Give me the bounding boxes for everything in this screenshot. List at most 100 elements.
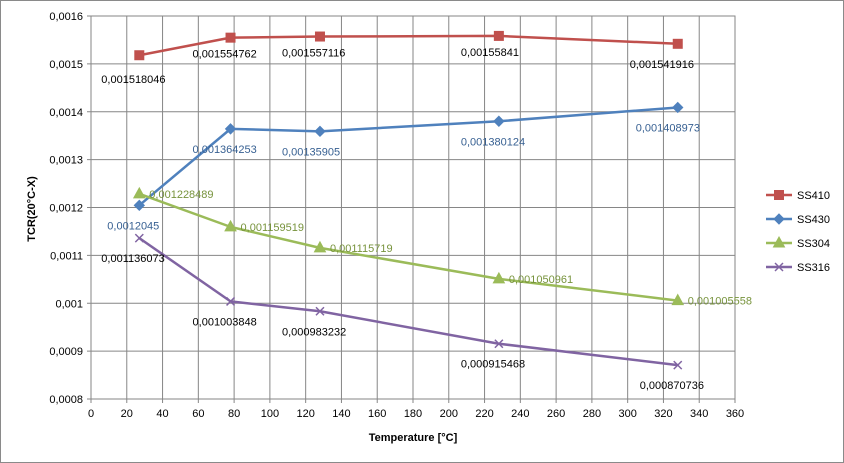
series-markers (132, 30, 685, 370)
plot-area (90, 15, 736, 400)
data-point-ss410 (134, 50, 145, 61)
x-tick-label: 220 (475, 408, 493, 420)
x-tick-label: 40 (156, 408, 168, 420)
x-tick-label: 180 (404, 408, 422, 420)
data-point-ss304 (224, 219, 237, 232)
y-tick-label: 0,0014 (49, 107, 83, 119)
data-point-ss430 (314, 125, 326, 138)
data-label-ss430: 0,0012045 (107, 220, 159, 232)
y-tick-label: 0,001 (55, 298, 83, 310)
x-tick-label: 80 (228, 408, 240, 420)
grid-lines (90, 15, 736, 400)
data-label-ss304: 0,001005558 (688, 296, 752, 308)
marker-stroke (494, 339, 504, 349)
data-point-ss316 (673, 360, 683, 370)
legend-label: SS430 (797, 214, 830, 226)
marker-stroke (673, 360, 683, 370)
data-point-ss304 (671, 293, 685, 306)
y-axis-title: TCR(20°C-X) (26, 176, 38, 242)
legend-marker (773, 213, 785, 225)
x-tick-label: 360 (726, 408, 744, 420)
x-tick-label: 60 (192, 408, 204, 420)
data-point-ss410 (314, 31, 325, 42)
data-label-ss410: 0,001554762 (193, 49, 257, 61)
y-tick-label: 0,0008 (49, 394, 83, 406)
x-tick-label: 140 (332, 408, 350, 420)
y-tick-label: 0,0012 (49, 203, 83, 215)
data-label-ss410: 0,00155841 (461, 47, 519, 59)
x-tick-label: 280 (583, 408, 601, 420)
data-label-ss316: 0,000983232 (282, 326, 346, 338)
x-tick-label: 300 (618, 408, 636, 420)
x-tick-label: 340 (690, 408, 708, 420)
axes (87, 15, 736, 403)
data-point-ss316 (494, 339, 504, 349)
legend-marker (774, 190, 784, 200)
data-label-ss430: 0,00135905 (282, 146, 340, 158)
data-label-ss316: 0,000915468 (461, 359, 525, 371)
data-point-ss430 (224, 123, 237, 135)
x-tick-label: 100 (261, 408, 279, 420)
data-label-ss410: 0,001518046 (101, 74, 165, 86)
x-tick-labels: 0 20 40 60 80 100 120 140 160 180 200 220 240 260 280 3… (88, 408, 744, 420)
y-tick-label: 0,0009 (49, 346, 83, 358)
y-tick-label: 0,0015 (49, 59, 83, 71)
data-label-ss304: 0,001115719 (330, 243, 393, 255)
data-label-ss430: 0,001408973 (636, 122, 700, 134)
data-point-ss410 (493, 30, 504, 41)
legend-label: SS316 (797, 262, 830, 274)
data-point-ss430 (493, 115, 505, 127)
legend-item-ss316: SS316 (766, 262, 830, 274)
data-labels: 0,001518046 0,001554762 0,001557116 0,00155… (101, 47, 752, 392)
legend-item-ss430: SS430 (766, 213, 830, 226)
data-label-ss430: 0,001380124 (461, 136, 525, 148)
legend-label: SS304 (797, 238, 830, 250)
marker-stroke (226, 296, 236, 306)
data-label-ss316: 0,001003848 (193, 316, 257, 328)
y-tick-label: 0,0013 (49, 155, 83, 167)
data-point-ss304 (132, 186, 146, 199)
data-point-ss410 (225, 32, 236, 43)
x-tick-label: 240 (511, 408, 529, 420)
data-label-ss304: 0,001159519 (241, 222, 304, 234)
data-point-ss316 (226, 296, 236, 306)
series-line-ss430 (138, 106, 678, 207)
legend-item-ss304: SS304 (766, 235, 830, 250)
x-tick-label: 20 (121, 408, 133, 420)
data-label-ss316: 0,000870736 (640, 380, 704, 392)
data-label-ss304: 0,001050961 (509, 274, 573, 286)
x-tick-label: 0 (88, 408, 94, 420)
marker-stroke (315, 306, 325, 316)
data-label-ss410: 0,001557116 (282, 48, 345, 60)
legend-marker (772, 235, 786, 248)
data-label-ss410: 0,001541916 (630, 59, 694, 71)
legend: SS410 SS430 SS304 SS316 (766, 190, 830, 274)
data-point-ss316 (315, 306, 325, 316)
x-tick-label: 260 (547, 408, 565, 420)
data-point-ss430 (672, 101, 684, 114)
data-label-ss316: 0,001136073 (101, 253, 164, 265)
data-point-ss304 (492, 271, 506, 284)
x-tick-label: 200 (440, 408, 458, 420)
data-point-ss316 (134, 233, 144, 243)
y-tick-label: 0,0016 (49, 11, 83, 23)
data-point-ss304 (313, 240, 327, 253)
data-point-ss410 (672, 38, 683, 49)
series-line-ss316 (138, 237, 678, 367)
legend-marker (774, 262, 784, 272)
x-tick-label: 320 (654, 408, 672, 420)
x-axis-title: Temperature [°C] (369, 432, 458, 444)
data-label-ss304: 0,001228489 (149, 189, 213, 201)
legend-label: SS410 (797, 190, 830, 202)
marker-stroke (774, 262, 784, 272)
x-tick-label: 160 (368, 408, 386, 420)
data-point-ss430 (133, 199, 146, 212)
marker-stroke (134, 233, 144, 243)
y-tick-label: 0,0011 (50, 250, 83, 262)
data-label-ss430: 0,001364253 (193, 144, 257, 156)
series-line-ss304 (138, 192, 678, 302)
x-tick-label: 120 (296, 408, 314, 420)
y-tick-labels: 0,0008 0,0009 0,001 0,0011 0,0012 0,0013 0,001… (49, 11, 83, 406)
